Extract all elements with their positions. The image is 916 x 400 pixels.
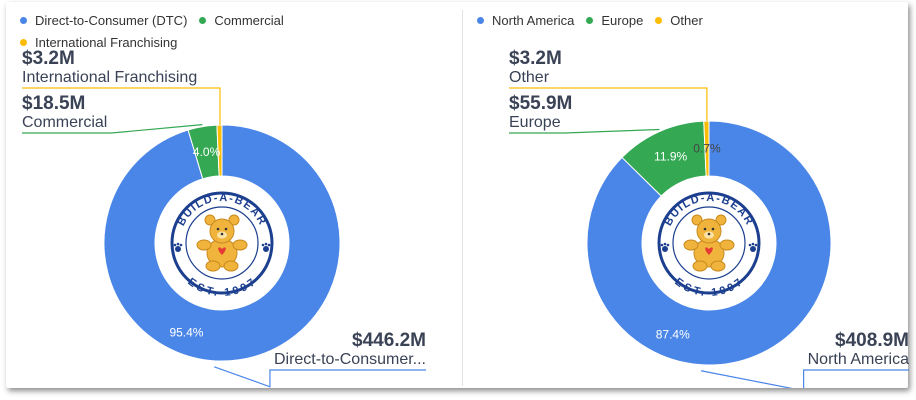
region-chart-panel: North America Europe Other 87.4% 11.9% 0.7% $… — [463, 2, 913, 388]
bear-icon — [196, 214, 248, 272]
panel-divider — [462, 10, 463, 386]
leader-line — [22, 87, 221, 126]
legend-label: Europe — [601, 13, 644, 28]
legend-swatch — [199, 17, 207, 25]
donut-slices — [103, 124, 341, 362]
amount-label: $3.2M — [509, 48, 562, 69]
amount-label: $55.9M — [509, 93, 572, 114]
legend-label: North America — [492, 13, 575, 28]
legend-label: Direct-to-Consumer (DTC) — [35, 13, 188, 28]
legend-swatch — [586, 17, 594, 25]
category-label: Other — [509, 69, 550, 86]
legend-label: Commercial — [214, 13, 284, 28]
percent-label: 4.0% — [193, 145, 221, 159]
leader-line — [214, 366, 426, 388]
heart-icon — [705, 247, 713, 255]
amount-label: $18.5M — [22, 93, 85, 114]
slice-north-america[interactable] — [586, 120, 832, 366]
category-label: International Franchising — [22, 69, 197, 86]
leader-line — [509, 128, 660, 134]
legend-label: Other — [670, 13, 703, 28]
percent-label: 95.4% — [169, 326, 203, 340]
amount-label: $408.9M — [835, 330, 909, 351]
amount-label: $3.2M — [22, 48, 75, 69]
legend-item-europe[interactable]: Europe — [586, 10, 643, 32]
legend-label: International Franchising — [35, 35, 178, 50]
category-label: North America — [808, 351, 909, 368]
legend-item-international-franchising[interactable]: International Franchising — [20, 32, 177, 54]
slice-other[interactable] — [703, 120, 710, 177]
legend-swatch — [20, 39, 27, 47]
chart-card: Direct-to-Consumer (DTC) Commercial Intern… — [6, 2, 909, 388]
percent-label: 87.4% — [656, 328, 690, 342]
category-label: Commercial — [22, 114, 107, 131]
donut-slices — [586, 120, 832, 366]
heart-icon — [218, 247, 226, 255]
slice-international-franchising[interactable] — [216, 124, 223, 177]
chart-legend: North America Europe Other — [477, 10, 897, 32]
leader-line — [509, 87, 708, 122]
legend-item-other[interactable]: Other — [655, 10, 703, 32]
legend-swatch — [655, 17, 663, 25]
legend-swatch — [477, 17, 484, 25]
category-label: Direct-to-Consumer... — [274, 351, 426, 368]
leader-line — [700, 369, 909, 388]
category-label: Europe — [509, 114, 561, 131]
slice-direct-to-consumer-dtc[interactable] — [103, 124, 341, 362]
legend-item-north-america[interactable]: North America — [477, 10, 574, 32]
leader-line — [22, 124, 203, 134]
legend-swatch — [20, 17, 27, 25]
percent-label: 0.7% — [693, 142, 721, 156]
legend-item-commercial[interactable]: Commercial — [199, 10, 284, 32]
callout-direct-to-consumer-dtc: $446.2MDirect-to-Consumer... — [214, 330, 426, 388]
legend-item-direct-to-consumer-dtc[interactable]: Direct-to-Consumer (DTC) — [20, 10, 187, 32]
percent-label: 11.9% — [654, 150, 687, 164]
amount-label: $446.2M — [352, 330, 426, 351]
bear-icon — [683, 214, 735, 272]
chart-legend: Direct-to-Consumer (DTC) Commercial Intern… — [20, 10, 440, 54]
segment-chart-panel: Direct-to-Consumer (DTC) Commercial Intern… — [6, 2, 456, 388]
